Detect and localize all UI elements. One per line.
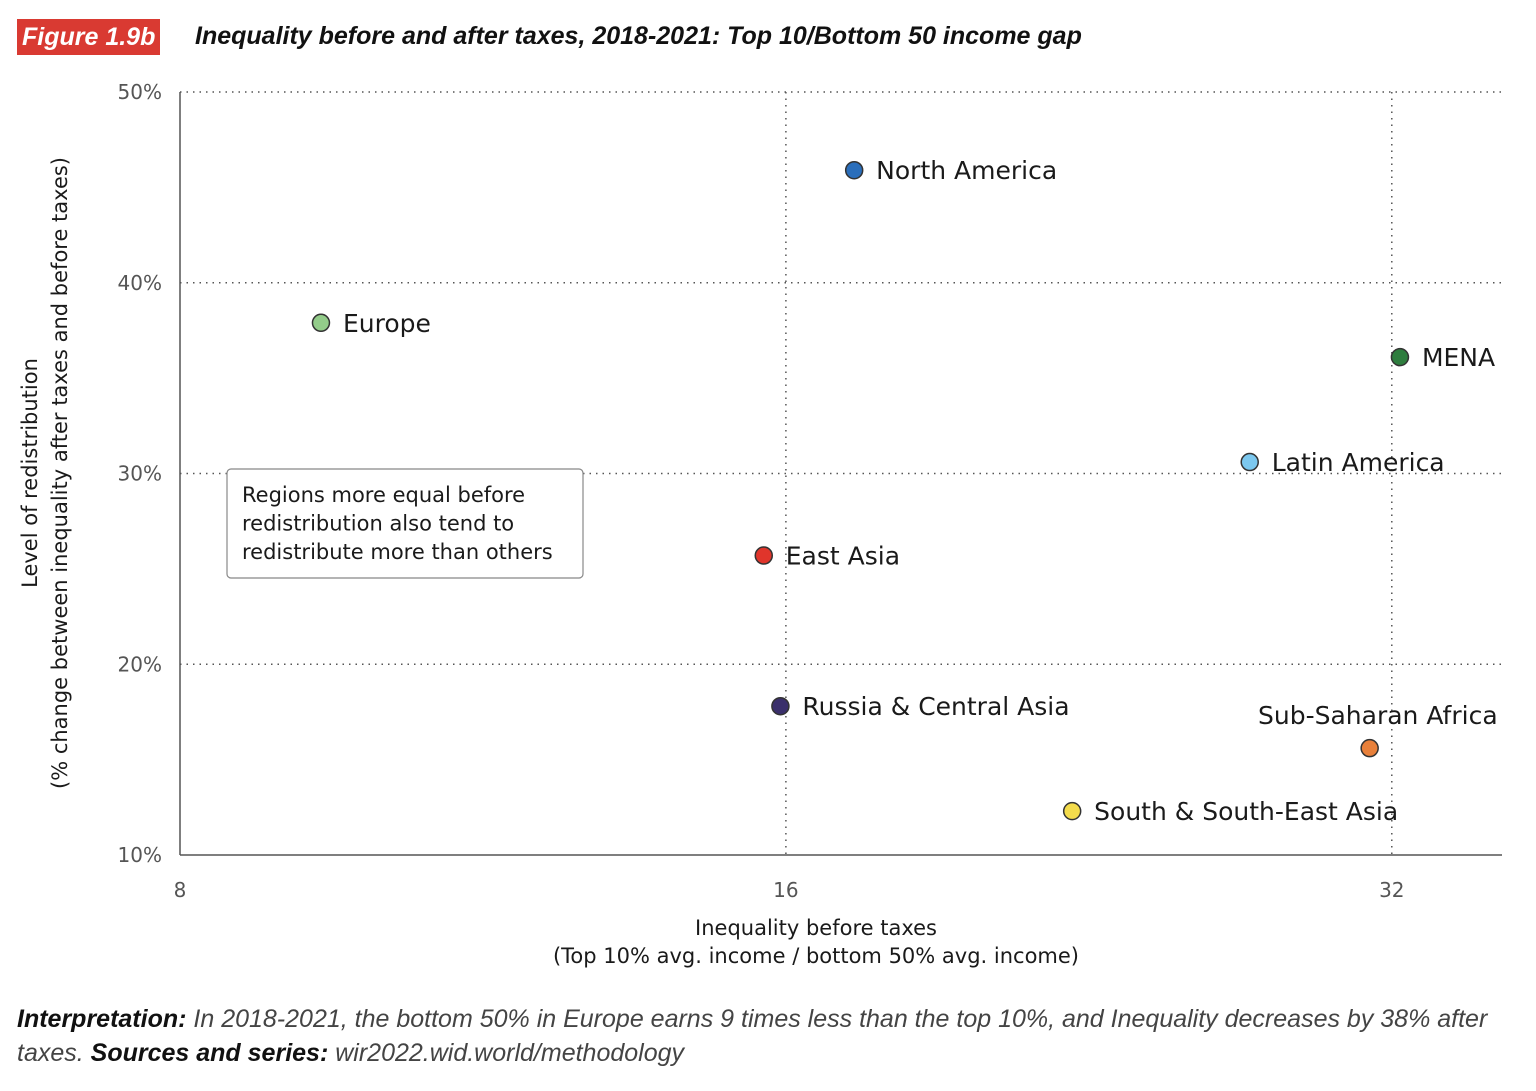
point-label: MENA — [1422, 343, 1495, 372]
point-label: Sub-Saharan Africa — [1258, 701, 1498, 730]
data-point — [844, 160, 864, 180]
data-point — [754, 546, 774, 565]
sources-text: wir2022.wid.world/methodology — [328, 1039, 685, 1067]
y-axis-label: (% change between inequality after taxes… — [48, 157, 72, 789]
point-label: North America — [876, 156, 1057, 185]
x-tick-label: 16 — [773, 878, 798, 902]
chart-title: Inequality before and after taxes, 2018-… — [195, 22, 1082, 50]
interpretation-text: In 2018-2021, the bottom 50% in Europe e… — [17, 1005, 1488, 1067]
data-point — [1062, 801, 1082, 821]
data-point — [1360, 738, 1379, 758]
data-point — [771, 696, 790, 716]
data-point — [311, 313, 331, 333]
x-tick-label: 32 — [1379, 878, 1404, 902]
data-point — [1390, 347, 1410, 367]
y-tick-label: 40% — [118, 271, 162, 295]
point-label: Latin America — [1272, 448, 1445, 477]
y-tick-label: 50% — [118, 80, 162, 104]
x-axis-label: Inequality before taxes — [695, 916, 937, 940]
point-label: East Asia — [786, 542, 900, 571]
point-label: Russia & Central Asia — [802, 692, 1069, 721]
annotation-text: redistribution also tend to — [242, 512, 514, 536]
point-label: Europe — [343, 309, 431, 338]
y-tick-label: 20% — [118, 652, 162, 676]
x-axis-label: (Top 10% avg. income / bottom 50% avg. i… — [553, 944, 1079, 968]
annotation-text: redistribute more than others — [242, 540, 553, 564]
y-tick-label: 10% — [118, 843, 162, 867]
footer-note: Interpretation: In 2018-2021, the bottom… — [17, 1002, 1527, 1070]
scatter-chart: 10% 20% 30% 40% 50% 8 16 32 Inequality before ta… — [18, 80, 1502, 968]
y-tick-label: 30% — [118, 462, 162, 486]
point-label: South & South-East Asia — [1094, 797, 1398, 826]
x-tick-label: 8 — [174, 878, 187, 902]
interpretation-label: Interpretation: — [17, 1005, 187, 1033]
figure-label: Figure 1.9b — [17, 19, 161, 55]
data-point — [1240, 452, 1259, 472]
y-axis-label: Level of redistribution — [18, 358, 42, 588]
sources-label: Sources and series: — [90, 1039, 329, 1067]
annotation-text: Regions more equal before — [242, 483, 525, 507]
annotation-box — [226, 468, 584, 579]
